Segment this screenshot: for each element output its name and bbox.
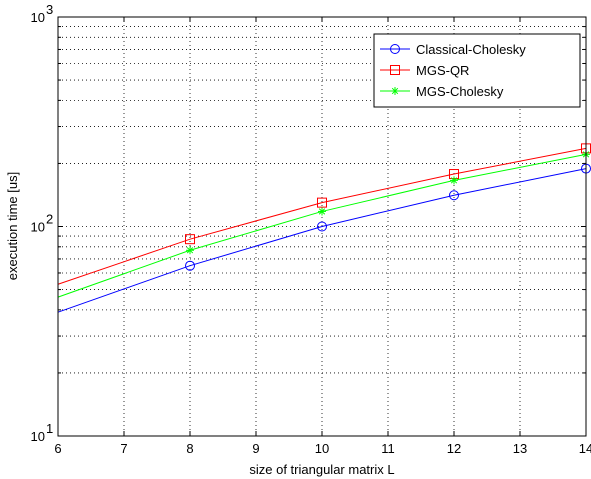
x-tick-label: 12	[447, 441, 461, 456]
x-tick-label: 6	[54, 441, 61, 456]
legend-marker	[391, 87, 399, 95]
series-line	[57, 147, 587, 285]
data-point	[317, 197, 327, 208]
marker-stroke	[391, 87, 399, 95]
series-line	[57, 168, 587, 313]
x-tick-label: 8	[186, 441, 193, 456]
x-tick-label: 7	[120, 441, 127, 456]
legend-label: MGS-Cholesky	[416, 84, 504, 99]
data-point	[185, 234, 195, 245]
marker-stroke	[318, 208, 326, 215]
y-tick-label: 10	[31, 220, 45, 235]
legend: Classical-Cholesky MGS-QR MGS-Cholesky	[373, 33, 581, 108]
legend-marker	[390, 44, 400, 54]
y-tick-label: 10	[31, 10, 45, 25]
legend-marker	[390, 65, 400, 75]
data-point	[449, 190, 459, 201]
data-point	[318, 207, 326, 216]
data-point	[186, 246, 194, 255]
x-tick-label: 11	[381, 441, 395, 456]
y-tick-label: 10	[31, 429, 45, 444]
data-point	[317, 221, 327, 232]
series-classical-cholesky	[57, 163, 591, 313]
y-axis-label: execution time [us]	[5, 172, 20, 280]
series-lines	[57, 143, 591, 313]
x-tick-label: 10	[315, 441, 329, 456]
legend-label: Classical-Cholesky	[416, 42, 526, 57]
y-tick-exponent: 3	[46, 2, 53, 17]
x-tick-label: 9	[252, 441, 259, 456]
marker-stroke	[450, 177, 458, 184]
data-point	[450, 176, 458, 185]
x-tick-label: 14	[579, 441, 591, 456]
series-mgs-qr	[57, 143, 591, 285]
x-tick-label: 13	[513, 441, 527, 456]
y-tick-exponent: 2	[46, 212, 53, 227]
series-mgs-cholesky	[57, 150, 590, 298]
x-axis-label: size of triangular matrix L	[249, 462, 394, 477]
marker-stroke	[186, 247, 194, 254]
legend-label: MGS-QR	[416, 63, 469, 78]
y-tick-exponent: 1	[46, 421, 53, 436]
data-point	[185, 260, 195, 271]
